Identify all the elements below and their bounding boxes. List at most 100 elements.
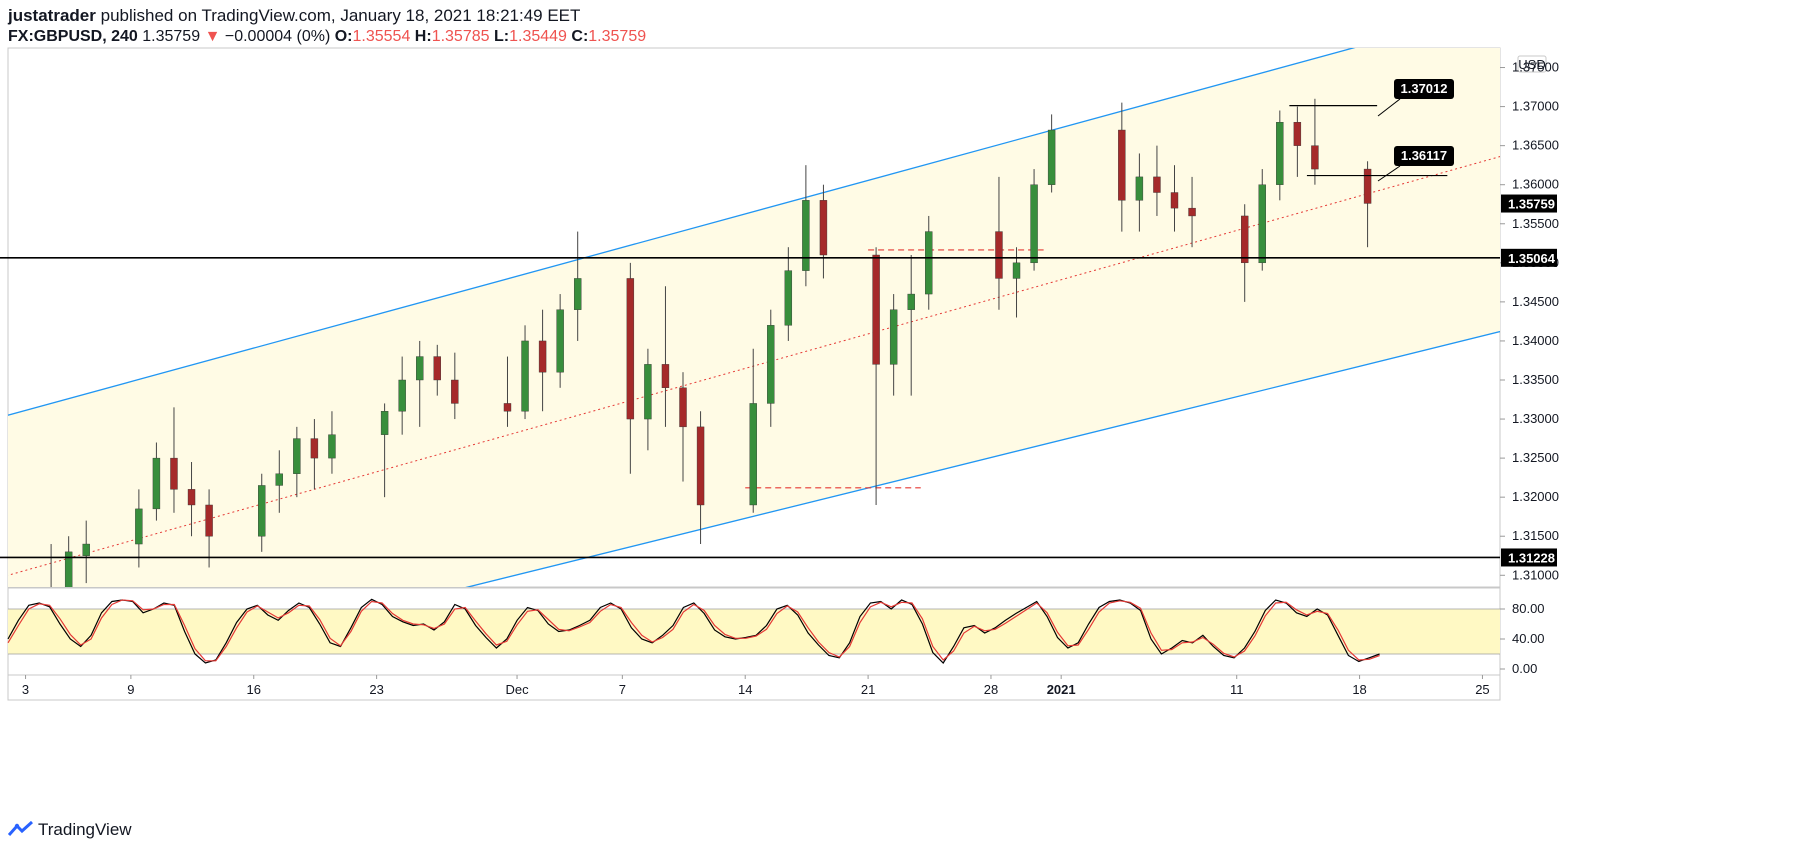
x-tick-label: 28	[984, 682, 998, 697]
candle	[398, 379, 406, 412]
candle	[1363, 168, 1372, 204]
y-tick-label: 1.33000	[1512, 411, 1559, 426]
x-tick-label: 3	[22, 682, 29, 697]
x-tick-label: 25	[1475, 682, 1489, 697]
tradingview-logo-icon	[8, 821, 34, 836]
candle	[889, 309, 898, 365]
candle	[1293, 122, 1302, 146]
osc-tick-label: 80.00	[1512, 601, 1545, 616]
brand-name: TradingView	[38, 820, 132, 839]
callout-box-0	[1394, 79, 1454, 99]
stoch-d-line	[7, 599, 1380, 662]
candle	[1241, 215, 1249, 264]
candle	[293, 438, 301, 474]
y-tick-label: 1.37500	[1512, 60, 1559, 75]
author-name[interactable]: justatrader	[8, 6, 96, 25]
price-tag-box	[1501, 548, 1557, 567]
low-label: L:	[493, 28, 510, 45]
y-tick-label: 1.35500	[1512, 216, 1559, 231]
candle	[170, 457, 178, 490]
x-tick-label: 18	[1352, 682, 1366, 697]
candle	[538, 340, 547, 373]
candle	[1030, 184, 1038, 264]
change-arrow-icon: ▼	[204, 28, 221, 45]
y-tick-label: 1.32000	[1512, 489, 1559, 504]
y-tick-label: 1.31000	[1512, 567, 1559, 582]
channel-lower-line	[465, 330, 1500, 587]
y-tick-label: 1.32500	[1512, 450, 1559, 465]
candle	[626, 278, 635, 420]
candle	[1311, 145, 1319, 170]
candle	[819, 200, 828, 256]
channel-fill	[8, 48, 1500, 587]
open-label: O:	[334, 28, 353, 45]
candle	[416, 356, 424, 381]
open-value: 1.35554	[352, 28, 411, 45]
candle	[380, 411, 389, 435]
last-price: 1.35759	[142, 28, 201, 45]
y-tick-label: 1.36000	[1512, 177, 1559, 192]
stoch-k-line	[7, 598, 1380, 664]
y-tick-label: 1.31500	[1512, 528, 1559, 543]
candle	[433, 356, 441, 381]
x-tick-label: 11	[1230, 682, 1244, 697]
price-tag-label: 1.35064	[1508, 251, 1556, 266]
y-tick-label: 1.36500	[1512, 138, 1559, 153]
symbol-label[interactable]: FX:GBPUSD, 240	[8, 28, 138, 45]
y-tick-label: 1.37000	[1512, 99, 1559, 114]
price-tag-box	[1501, 248, 1557, 267]
candle	[1276, 122, 1284, 185]
publish-info: justatrader published on TradingView.com…	[8, 6, 580, 26]
candle	[328, 434, 336, 459]
candle	[661, 364, 670, 389]
candle	[258, 485, 266, 537]
candle	[187, 489, 196, 506]
high-label: H:	[414, 28, 432, 45]
time-axis	[7, 674, 1501, 701]
ohlc-legend: FX:GBPUSD, 240 1.35759 ▼ −0.00004 (0%) O…	[8, 28, 646, 46]
candle	[1188, 207, 1196, 217]
currency-label: USD	[1518, 57, 1545, 72]
candle	[152, 457, 161, 510]
callout-pointer-1	[1377, 165, 1401, 182]
candle	[644, 364, 652, 420]
candle	[1118, 129, 1126, 201]
x-tick-label: Dec	[505, 682, 529, 697]
candle	[135, 508, 143, 545]
x-tick-label: 23	[369, 682, 383, 697]
high-value: 1.35785	[431, 28, 490, 45]
x-tick-label: 16	[247, 682, 261, 697]
tradingview-brand[interactable]: TradingView	[8, 820, 132, 840]
candle	[872, 254, 880, 365]
candle	[802, 200, 810, 271]
main-plot	[8, 48, 1500, 587]
currency-box	[1517, 55, 1547, 73]
candle	[275, 473, 283, 486]
price-tag-box	[1501, 194, 1557, 213]
candle	[521, 340, 529, 412]
candle	[925, 231, 933, 295]
x-tick-label: 21	[861, 682, 875, 697]
candle	[907, 293, 915, 310]
x-tick-label: 2021	[1047, 682, 1076, 697]
x-tick-label: 7	[619, 682, 626, 697]
candle	[679, 387, 687, 428]
candle	[1170, 192, 1179, 209]
candle	[205, 504, 213, 537]
y-tick-label: 1.34000	[1512, 333, 1559, 348]
price-change: −0.00004 (0%)	[224, 28, 331, 45]
candle	[1258, 184, 1266, 264]
candle	[451, 379, 459, 404]
y-tick-label: 1.33500	[1512, 372, 1559, 387]
candle	[784, 270, 793, 326]
candle	[64, 551, 73, 587]
candle	[749, 403, 757, 506]
candle	[503, 403, 512, 412]
osc-tick-label: 0.00	[1512, 661, 1537, 676]
x-tick-label: 9	[127, 682, 134, 697]
candle	[696, 426, 705, 506]
callout-label-1: 1.36117	[1401, 148, 1447, 163]
candle	[995, 231, 1003, 279]
candle	[556, 309, 564, 373]
